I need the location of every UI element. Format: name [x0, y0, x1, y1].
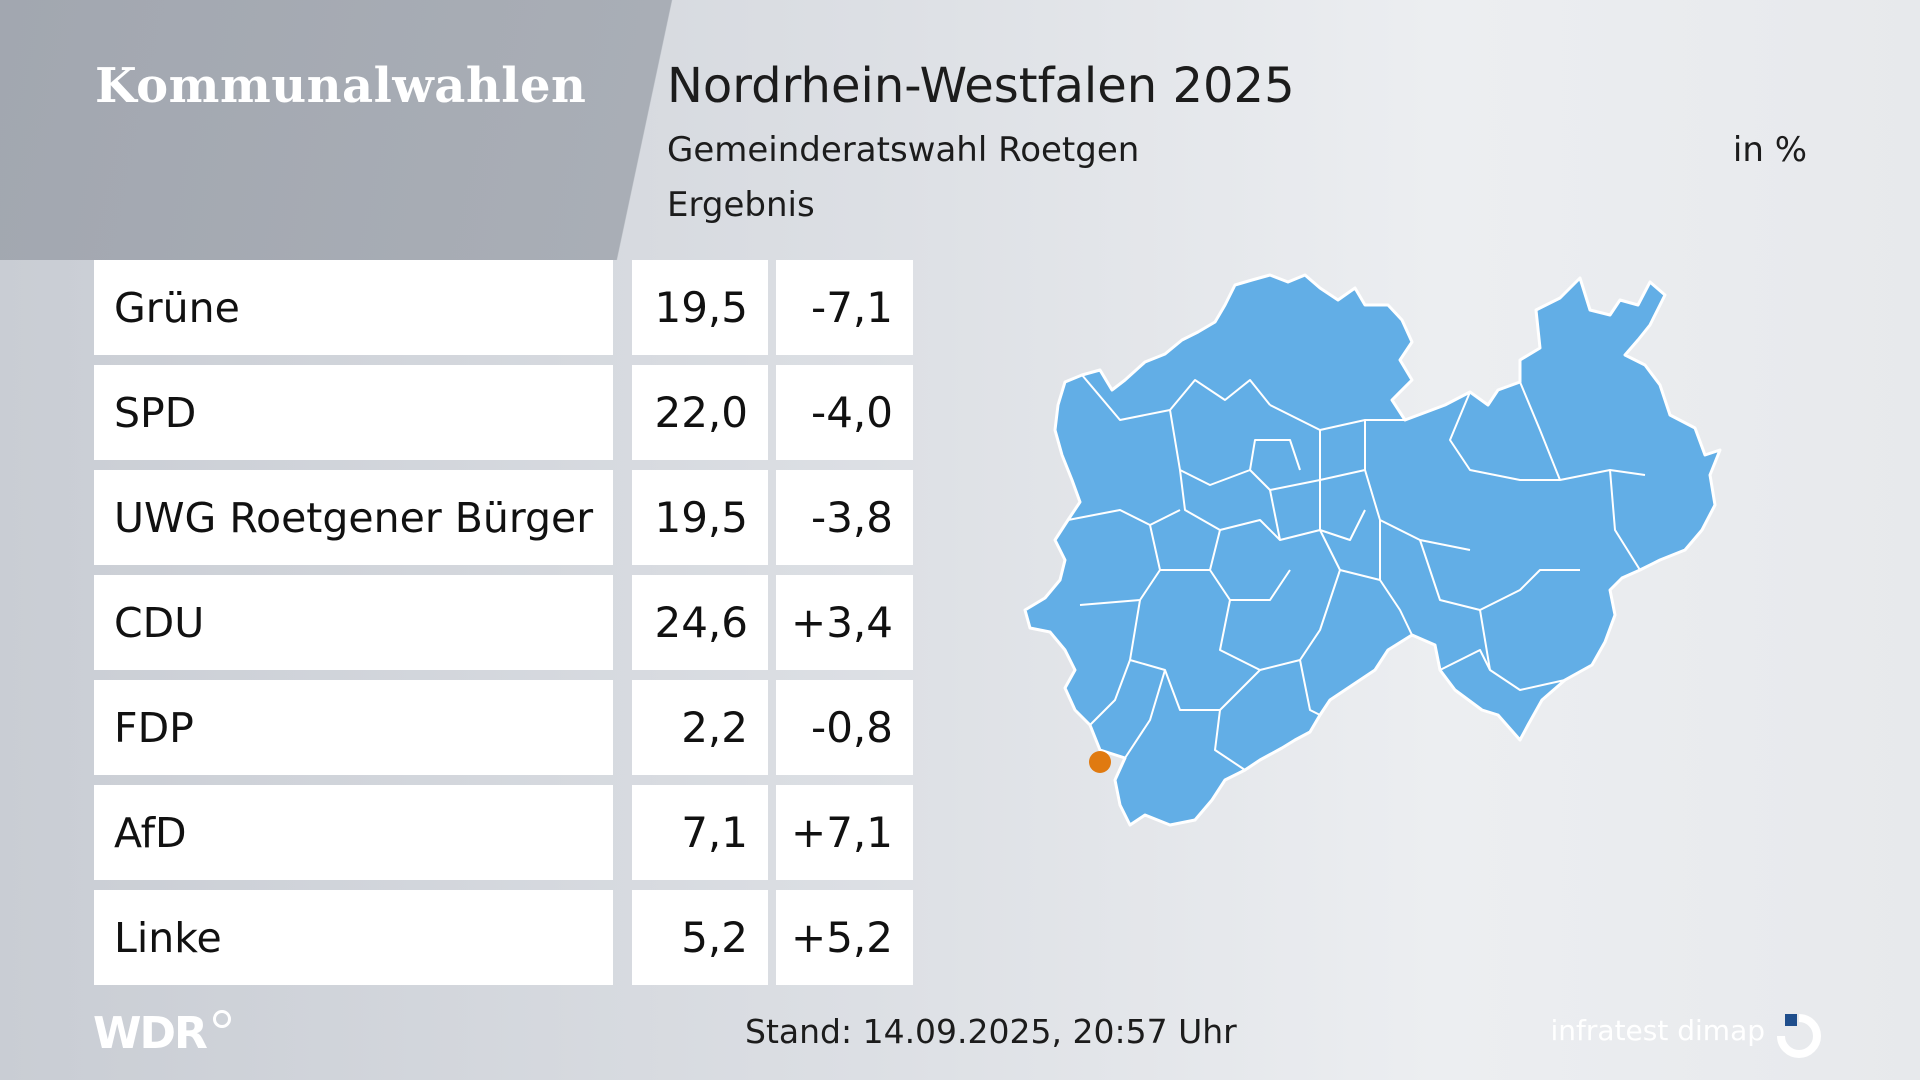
party-difference: +3,4: [776, 575, 913, 670]
district-border: [1067, 509, 1181, 526]
nrw-map: [1023, 273, 1722, 827]
district-border: [1419, 539, 1580, 611]
party-result: 5,2: [632, 890, 768, 985]
wdr-logo: WDR: [93, 1008, 208, 1059]
page-subtitle: Gemeinderatswahl Roetgen: [667, 130, 1140, 170]
district-border: [1439, 649, 1491, 671]
party-name: CDU: [94, 575, 613, 670]
party-result: 2,2: [632, 680, 768, 775]
nrw-map-outline: [1023, 273, 1722, 827]
district-border: [1081, 374, 1271, 421]
district-border: [1079, 524, 1161, 606]
district-border: [1269, 404, 1405, 431]
district-border: [1609, 469, 1641, 571]
party-difference: -3,8: [776, 470, 913, 565]
party-name: Linke: [94, 890, 613, 985]
header-band: [0, 0, 1920, 260]
party-result: 19,5: [632, 470, 768, 565]
district-border: [1319, 480, 1381, 581]
brand-title: Kommunalwahlen: [95, 58, 587, 114]
party-difference: -4,0: [776, 365, 913, 460]
party-name: SPD: [94, 365, 613, 460]
ard-ring-icon: [213, 1010, 231, 1028]
source-label: infratest dimap: [1550, 1014, 1765, 1047]
district-border: [1269, 489, 1281, 541]
party-result: 19,5: [632, 260, 768, 355]
party-difference: -0,8: [776, 680, 913, 775]
district-border: [1214, 709, 1246, 771]
party-name: FDP: [94, 680, 613, 775]
result-label: Ergebnis: [667, 185, 815, 225]
district-border: [1219, 569, 1341, 671]
district-border: [1129, 599, 1261, 711]
district-border: [1089, 659, 1131, 726]
district-borders: [1067, 374, 1646, 771]
district-border: [1249, 439, 1301, 471]
district-border: [1519, 381, 1561, 481]
party-difference: +5,2: [776, 890, 913, 985]
district-border: [1379, 520, 1413, 636]
party-name: AfD: [94, 785, 613, 880]
district-border: [1124, 669, 1166, 759]
nrw-map-shape: [1023, 273, 1722, 827]
party-result: 22,0: [632, 365, 768, 460]
timestamp: Stand: 14.09.2025, 20:57 Uhr: [745, 1012, 1237, 1051]
infratest-dimap-icon: [1777, 1014, 1821, 1058]
party-result: 7,1: [632, 785, 768, 880]
party-name: Grüne: [94, 260, 613, 355]
party-difference: -7,1: [776, 260, 913, 355]
party-name: UWG Roetgener Bürger: [94, 470, 613, 565]
page-title: Nordrhein-Westfalen 2025: [667, 58, 1295, 114]
roetgen-location-marker: [1089, 751, 1111, 773]
unit-label: in %: [1732, 130, 1807, 170]
district-border: [1299, 659, 1321, 716]
party-result: 24,6: [632, 575, 768, 670]
party-difference: +7,1: [776, 785, 913, 880]
district-border: [1479, 609, 1566, 691]
district-border: [1319, 509, 1366, 541]
district-border: [1179, 469, 1321, 541]
